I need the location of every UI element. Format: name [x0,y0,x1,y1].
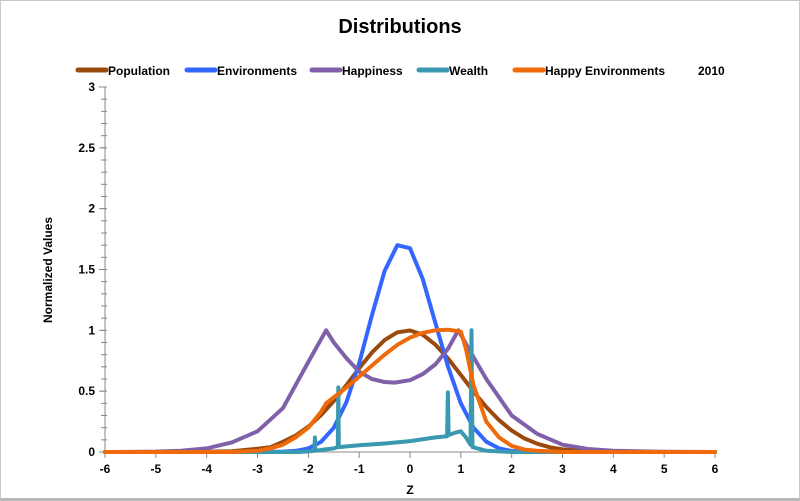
x-tick-label: 6 [712,462,719,476]
legend-label: Environments [217,64,297,78]
series-line-wealth [103,328,717,454]
legend-label: Population [108,64,170,78]
legend-label: Happy Environments [545,64,665,78]
chart-title: Distributions [338,16,462,38]
x-tick-label: -4 [201,462,212,476]
legend: Population Environments Happiness Wealth Hap… [75,64,665,78]
y-tick-label: 0 [88,445,95,459]
x-tick-label: 4 [610,462,617,476]
x-tick-label: 1 [457,462,464,476]
legend-label: Wealth [449,64,488,78]
axes: 0 0.5 1 1.5 2 2.5 3 -6 -5 -4 -3 -2 -1 0 1 2 3 4 5 6 [78,80,718,476]
x-tick-label: 3 [559,462,566,476]
series-line-happiness [103,328,717,454]
y-tick-label: 2.5 [78,141,95,155]
series-line-happy-environments [103,327,717,454]
x-tick-label: -3 [252,462,263,476]
y-tick-label: 1.5 [78,263,95,277]
y-tick-label: 3 [88,80,95,94]
x-tick-label: 0 [407,462,414,476]
legend-label: Happiness [342,64,403,78]
year-annotation: 2010 [698,64,725,78]
x-axis-label: Z [406,483,413,497]
series-line-population [103,328,717,454]
x-tick-label: 5 [661,462,668,476]
x-tick-label: -5 [150,462,161,476]
y-tick-label: 2 [88,202,95,216]
series-lines [103,243,717,454]
series-line-environments [103,243,717,454]
x-tick-label: -2 [303,462,314,476]
x-tick-label: 2 [508,462,515,476]
x-tick-label: -1 [354,462,365,476]
y-tick-label: 0.5 [78,384,95,398]
y-tick-label: 1 [88,323,95,337]
y-axis-label: Normalized Values [41,217,55,323]
x-tick-label: -6 [100,462,111,476]
